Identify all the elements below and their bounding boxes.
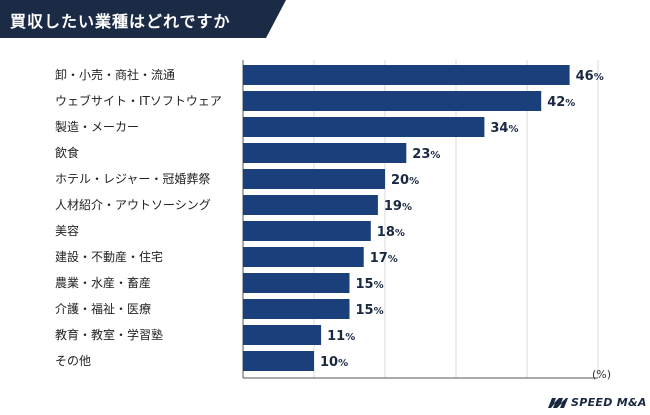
bar bbox=[243, 65, 570, 85]
bar bbox=[243, 351, 314, 371]
data-label: 15% bbox=[356, 277, 384, 292]
bar bbox=[243, 273, 350, 293]
page-title: 買収したい業種はどれですか bbox=[10, 12, 231, 31]
title-banner bbox=[0, 0, 286, 38]
bar-chart: 卸・小売・商社・流通 46% ウェブサイト・ITソフトウェア 42% 製造・メーカー 34… bbox=[55, 60, 604, 379]
category-label: 教育・教室・学習塾 bbox=[55, 327, 163, 342]
category-label: 建設・不動産・住宅 bbox=[55, 249, 163, 264]
data-label: 34% bbox=[490, 121, 518, 136]
data-label: 10% bbox=[320, 355, 348, 370]
category-label: 人材紹介・アウトソーシング bbox=[55, 198, 211, 212]
logo-mark-shape bbox=[548, 397, 568, 408]
data-label: 46% bbox=[576, 69, 604, 84]
data-label: 11% bbox=[327, 329, 355, 344]
logo-text: SPEED M&A bbox=[571, 396, 647, 409]
bar bbox=[243, 169, 385, 189]
bar bbox=[243, 299, 350, 319]
category-label: 飲食 bbox=[55, 145, 79, 160]
bar bbox=[243, 195, 378, 215]
unit-label: (%) bbox=[592, 368, 612, 381]
category-label: ウェブサイト・ITソフトウェア bbox=[55, 93, 222, 108]
bar bbox=[243, 143, 407, 163]
data-label: 15% bbox=[356, 303, 384, 318]
category-label: 製造・メーカー bbox=[55, 120, 139, 134]
bar bbox=[243, 91, 542, 111]
data-label: 20% bbox=[391, 173, 419, 188]
data-label: 17% bbox=[370, 251, 398, 266]
bar bbox=[243, 325, 322, 345]
category-label: 卸・小売・商社・流通 bbox=[55, 67, 175, 82]
category-label: 農業・水産・畜産 bbox=[55, 275, 151, 290]
data-label: 42% bbox=[547, 95, 575, 110]
category-label: その他 bbox=[55, 354, 91, 368]
speed-ma-logo-icon bbox=[548, 397, 568, 408]
data-label: 19% bbox=[384, 199, 412, 214]
data-label: 23% bbox=[412, 147, 440, 162]
category-label: 介護・福祉・医療 bbox=[55, 301, 151, 316]
bar bbox=[243, 247, 364, 267]
bar bbox=[243, 221, 371, 241]
bar bbox=[243, 117, 485, 137]
category-label: ホテル・レジャー・冠婚葬祭 bbox=[55, 172, 210, 186]
title-banner-shape bbox=[0, 0, 286, 38]
brand-logo: SPEED M&A bbox=[548, 396, 647, 409]
data-label: 18% bbox=[377, 225, 405, 240]
category-label: 美容 bbox=[55, 223, 79, 238]
